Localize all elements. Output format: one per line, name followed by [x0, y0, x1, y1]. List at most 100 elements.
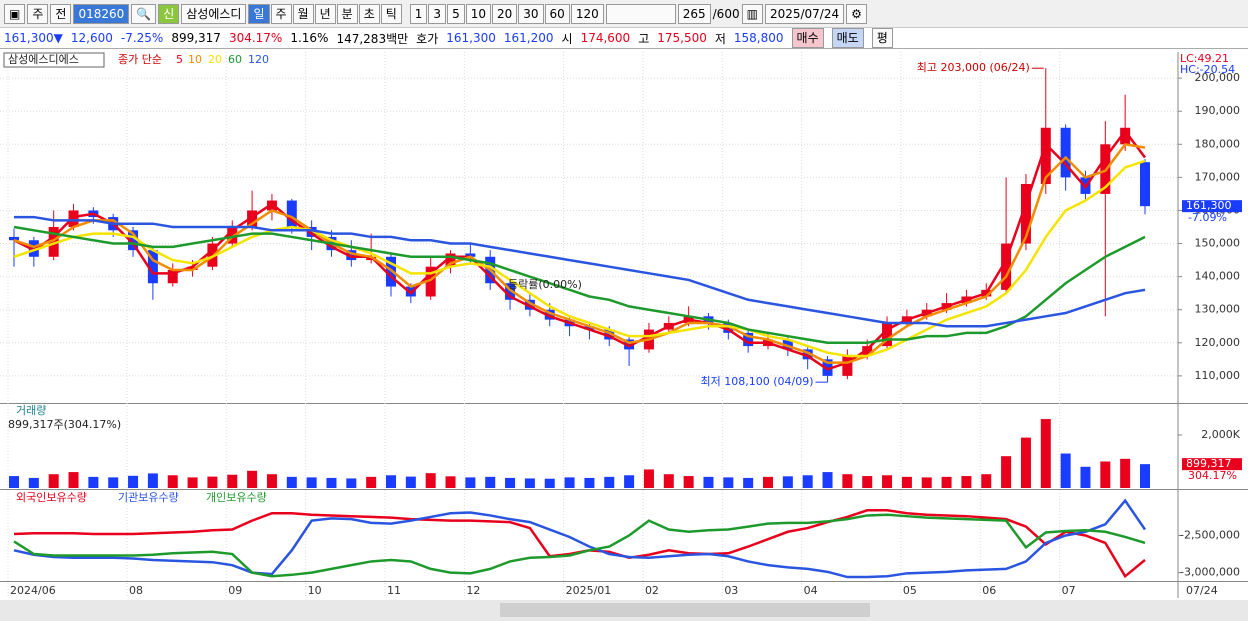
- last-volume-rate: 304.17%: [1188, 469, 1237, 482]
- interval-button[interactable]: 초: [358, 3, 380, 24]
- quote-label: 호가: [416, 31, 439, 46]
- volume-bar: [405, 476, 416, 488]
- y-tick-label: 140,000: [1195, 270, 1241, 283]
- interval-button[interactable]: 틱: [380, 3, 402, 24]
- x-tick-label: 03: [724, 584, 738, 597]
- candle-body: [1060, 127, 1071, 178]
- interval-button[interactable]: 주: [270, 3, 292, 24]
- volume-bar: [901, 476, 912, 488]
- y-tick-label: 180,000: [1195, 137, 1241, 150]
- date[interactable]: 2025/07/24: [764, 3, 845, 24]
- count-button[interactable]: 1: [409, 3, 428, 24]
- last-rate: -7.09%: [1188, 211, 1227, 224]
- candle-body: [9, 236, 19, 241]
- prev[interactable]: 전: [50, 3, 72, 24]
- count-button[interactable]: 120: [570, 3, 604, 24]
- legend-entry: 120: [248, 53, 269, 66]
- count-button[interactable]: 30: [518, 3, 544, 24]
- candle-body: [48, 227, 59, 257]
- stock-name: 삼성에스디에스: [8, 53, 79, 66]
- blank-box[interactable]: [605, 3, 676, 24]
- candle-body: [227, 227, 238, 244]
- interval-button[interactable]: 년: [314, 3, 336, 24]
- volume-bar: [921, 477, 932, 488]
- legend-entry: 5: [176, 53, 183, 66]
- y-tick-label: 130,000: [1195, 303, 1241, 316]
- tool-icon[interactable]: ▥: [741, 3, 763, 24]
- holding-line: [13, 498, 1147, 579]
- volume-bar: [247, 470, 258, 488]
- volume-bar: [266, 474, 277, 488]
- volume-bar: [485, 476, 496, 488]
- bar-max: /600: [712, 6, 740, 21]
- volume-bar: [306, 477, 317, 488]
- bar-count[interactable]: 265: [677, 3, 711, 24]
- volume-bar: [147, 473, 158, 488]
- period[interactable]: 주: [27, 3, 49, 24]
- volume-bar: [108, 477, 119, 488]
- x-tick-label: 11: [387, 584, 401, 597]
- x-tick-label: 08: [129, 584, 143, 597]
- menu-icon[interactable]: ▣: [4, 3, 26, 24]
- ma-line: [13, 142, 1146, 364]
- scroll-thumb[interactable]: [500, 603, 870, 617]
- volume-bar: [128, 475, 139, 488]
- new-badge[interactable]: 신: [158, 3, 180, 24]
- open: 174,600: [580, 31, 631, 45]
- volume-subtitle: 899,317주(304.17%): [8, 418, 121, 431]
- candle-body: [505, 283, 516, 300]
- search[interactable]: 🔍: [131, 3, 157, 24]
- candle-body: [147, 250, 158, 284]
- candle-body: [544, 309, 555, 320]
- interval-button[interactable]: 일: [248, 3, 270, 24]
- count-button[interactable]: 20: [491, 3, 518, 24]
- code-input[interactable]: 018260: [73, 3, 130, 24]
- candle-body: [1020, 183, 1031, 244]
- count-button[interactable]: 3: [428, 3, 447, 24]
- volume-rate: 304.17%: [228, 31, 283, 45]
- legend-entry: 60: [228, 53, 242, 66]
- interval-button[interactable]: 월: [292, 3, 314, 24]
- sell-button[interactable]: 매도: [831, 28, 864, 48]
- x-last-date: 07/24: [1186, 584, 1218, 597]
- settings[interactable]: ⚙: [846, 3, 867, 24]
- volume-bar: [326, 477, 337, 488]
- volume-bar: [703, 476, 714, 488]
- count-button[interactable]: 10: [465, 3, 491, 24]
- count-button[interactable]: 5: [447, 3, 465, 24]
- volume-bar: [445, 476, 456, 488]
- candle-body: [128, 230, 139, 251]
- legend-entry: 10: [188, 53, 202, 66]
- candle-body: [1140, 162, 1150, 207]
- eval-button[interactable]: 평: [871, 28, 893, 48]
- volume-bar: [48, 474, 59, 488]
- volume-bar: [782, 476, 793, 488]
- name-box: [3, 52, 105, 68]
- volume-bar: [564, 477, 575, 488]
- count-button[interactable]: 60: [544, 3, 570, 24]
- x-tick-label: 05: [903, 584, 917, 597]
- y-tick-label: -2,500,000: [1180, 528, 1240, 541]
- buy-button[interactable]: 매수: [791, 28, 824, 48]
- volume-bar: [465, 477, 476, 488]
- interval-button[interactable]: 분: [336, 3, 358, 24]
- candle-body: [842, 356, 853, 376]
- candle-body: [802, 349, 813, 360]
- volume-bar: [28, 477, 39, 488]
- candle-body: [862, 346, 873, 357]
- volume-bar: [524, 478, 535, 488]
- candle-body: [167, 270, 178, 284]
- y-tick-label: 170,000: [1195, 170, 1241, 183]
- volume-bar: [743, 477, 754, 488]
- volume-bar: [723, 477, 734, 488]
- candle-body: [624, 339, 635, 350]
- volume-bar: [1100, 461, 1111, 488]
- volume-bar: [1140, 464, 1150, 488]
- stock-name[interactable]: 삼성에스디: [181, 3, 247, 24]
- volume-bar: [663, 474, 674, 488]
- ma-line: [13, 159, 1146, 358]
- volume-bar: [683, 476, 694, 488]
- volume-bar: [961, 476, 972, 488]
